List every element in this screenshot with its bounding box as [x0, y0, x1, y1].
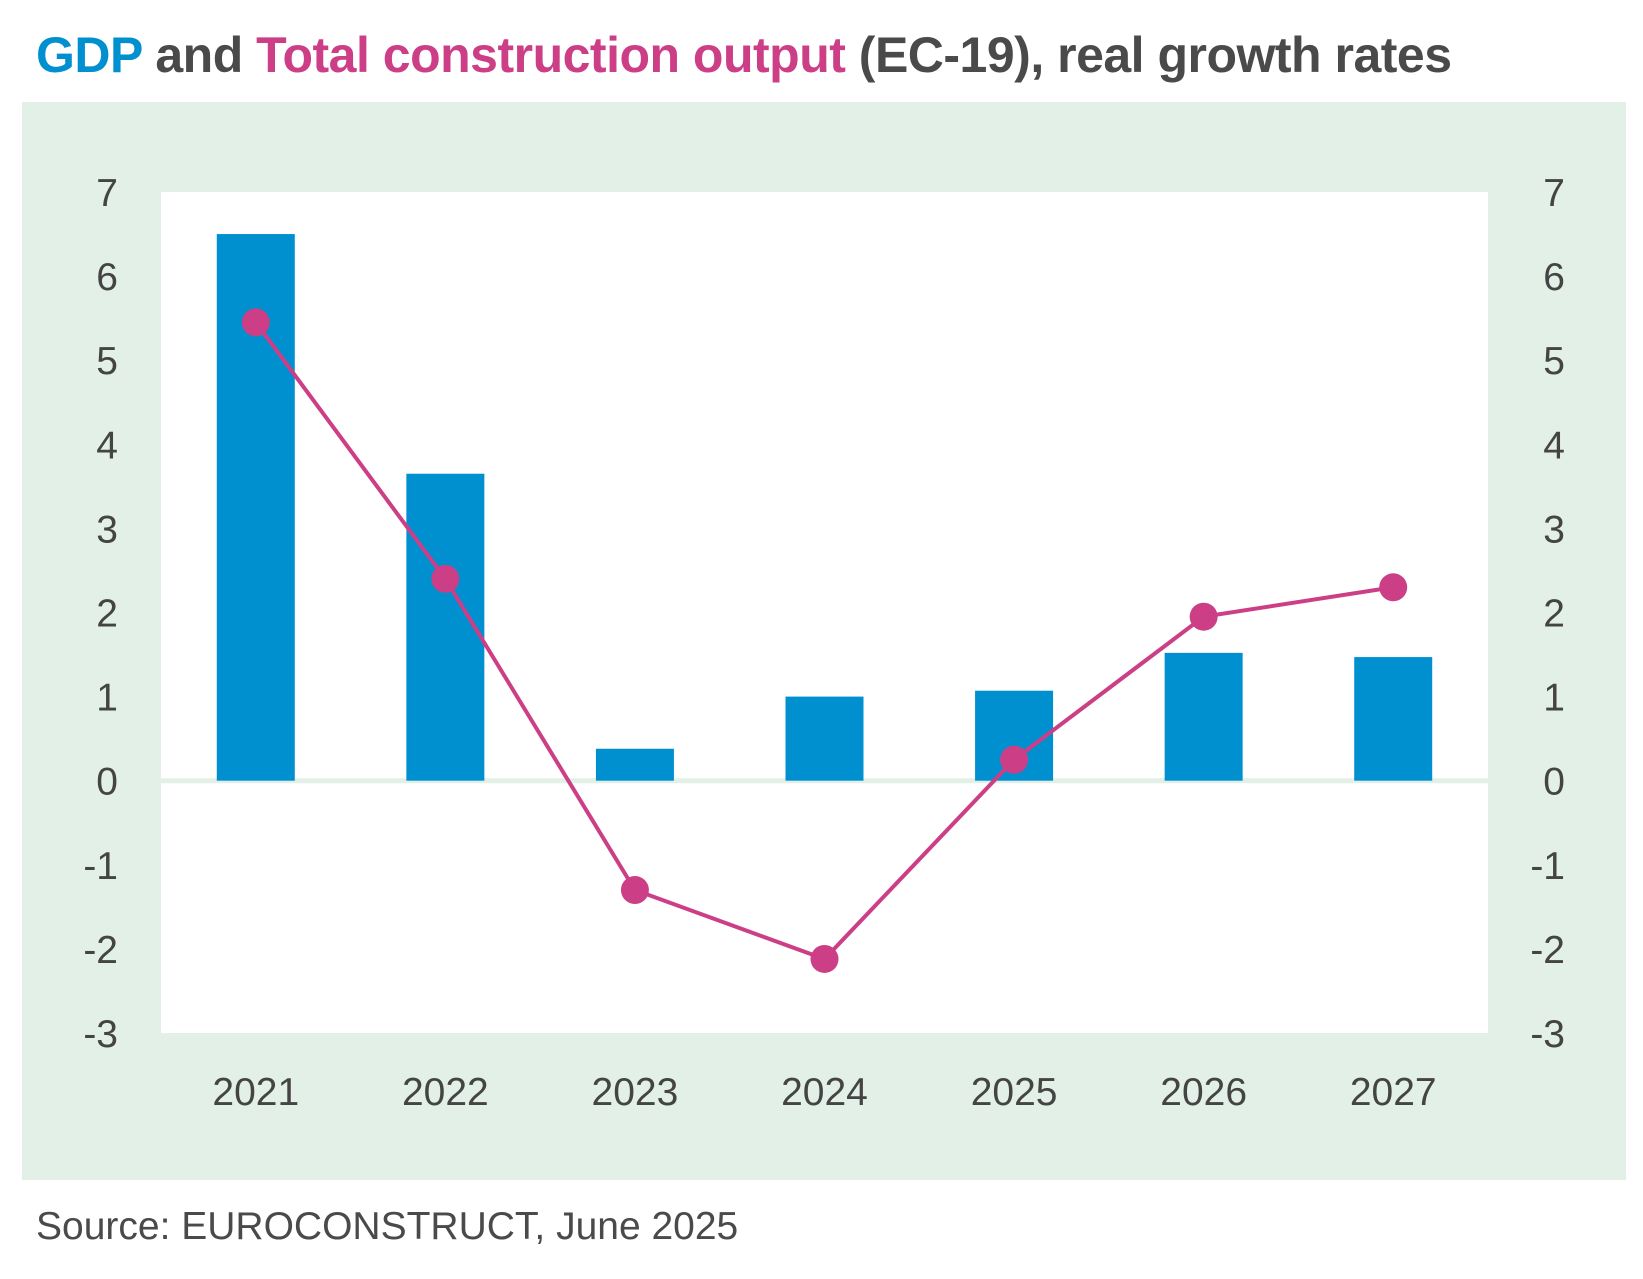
chart-title: GDP and Total construction output (EC-19… [36, 26, 1452, 84]
y-right-tick-label: 1 [1543, 677, 1565, 720]
y-right-tick-label: 2 [1543, 593, 1565, 636]
y-left-tick-label: -3 [83, 1013, 118, 1056]
title-construction: Total construction output [256, 27, 846, 83]
construction-point-2026 [1189, 602, 1218, 631]
gdp-bar-2026 [1164, 652, 1243, 781]
y-right-tick-label: -3 [1530, 1013, 1565, 1056]
y-right-tick-label: 6 [1543, 256, 1565, 299]
title-and: and [141, 27, 257, 83]
gdp-bar-2027 [1354, 657, 1433, 781]
x-tick-label-2027: 2027 [1350, 1071, 1437, 1114]
y-left-tick-label: 3 [96, 508, 118, 551]
y-left-tick-label: -2 [83, 929, 118, 972]
y-left-tick-label: 1 [96, 677, 118, 720]
gdp-bar-2022 [406, 473, 485, 781]
x-tick-label-2023: 2023 [592, 1071, 679, 1114]
construction-point-2022 [431, 564, 460, 593]
y-left-tick-label: 4 [96, 424, 118, 467]
y-right-tick-label: 5 [1543, 340, 1565, 383]
y-right-tick-label: 4 [1543, 424, 1565, 467]
y-right-tick-label: -2 [1530, 929, 1565, 972]
construction-point-2024 [810, 944, 839, 973]
y-right-tick-label: 7 [1543, 172, 1565, 215]
title-gdp: GDP [36, 27, 142, 83]
title-rest: (EC-19), real growth rates [845, 27, 1452, 83]
construction-point-2021 [241, 308, 270, 337]
x-tick-label-2024: 2024 [781, 1071, 868, 1114]
x-tick-label-2022: 2022 [402, 1071, 489, 1114]
x-tick-label-2021: 2021 [212, 1071, 299, 1114]
plot-area [161, 192, 1488, 1033]
gdp-bar-2023 [595, 748, 674, 781]
y-left-tick-label: 7 [96, 172, 118, 215]
x-tick-label-2025: 2025 [971, 1071, 1058, 1114]
y-left-tick-label: 5 [96, 340, 118, 383]
construction-point-2027 [1379, 573, 1408, 602]
y-right-tick-label: -1 [1530, 845, 1565, 888]
gdp-bar-2024 [785, 696, 864, 781]
x-tick-label-2026: 2026 [1160, 1071, 1247, 1114]
y-left-tick-label: 2 [96, 593, 118, 636]
construction-point-2025 [1000, 745, 1029, 774]
y-left-tick-label: 6 [96, 256, 118, 299]
y-right-tick-label: 3 [1543, 508, 1565, 551]
y-right-tick-label: 0 [1543, 761, 1565, 804]
construction-point-2023 [620, 876, 649, 905]
source-note: Source: EUROCONSTRUCT, June 2025 [36, 1205, 739, 1248]
y-left-tick-label: 0 [96, 761, 118, 804]
y-left-tick-label: -1 [83, 845, 118, 888]
